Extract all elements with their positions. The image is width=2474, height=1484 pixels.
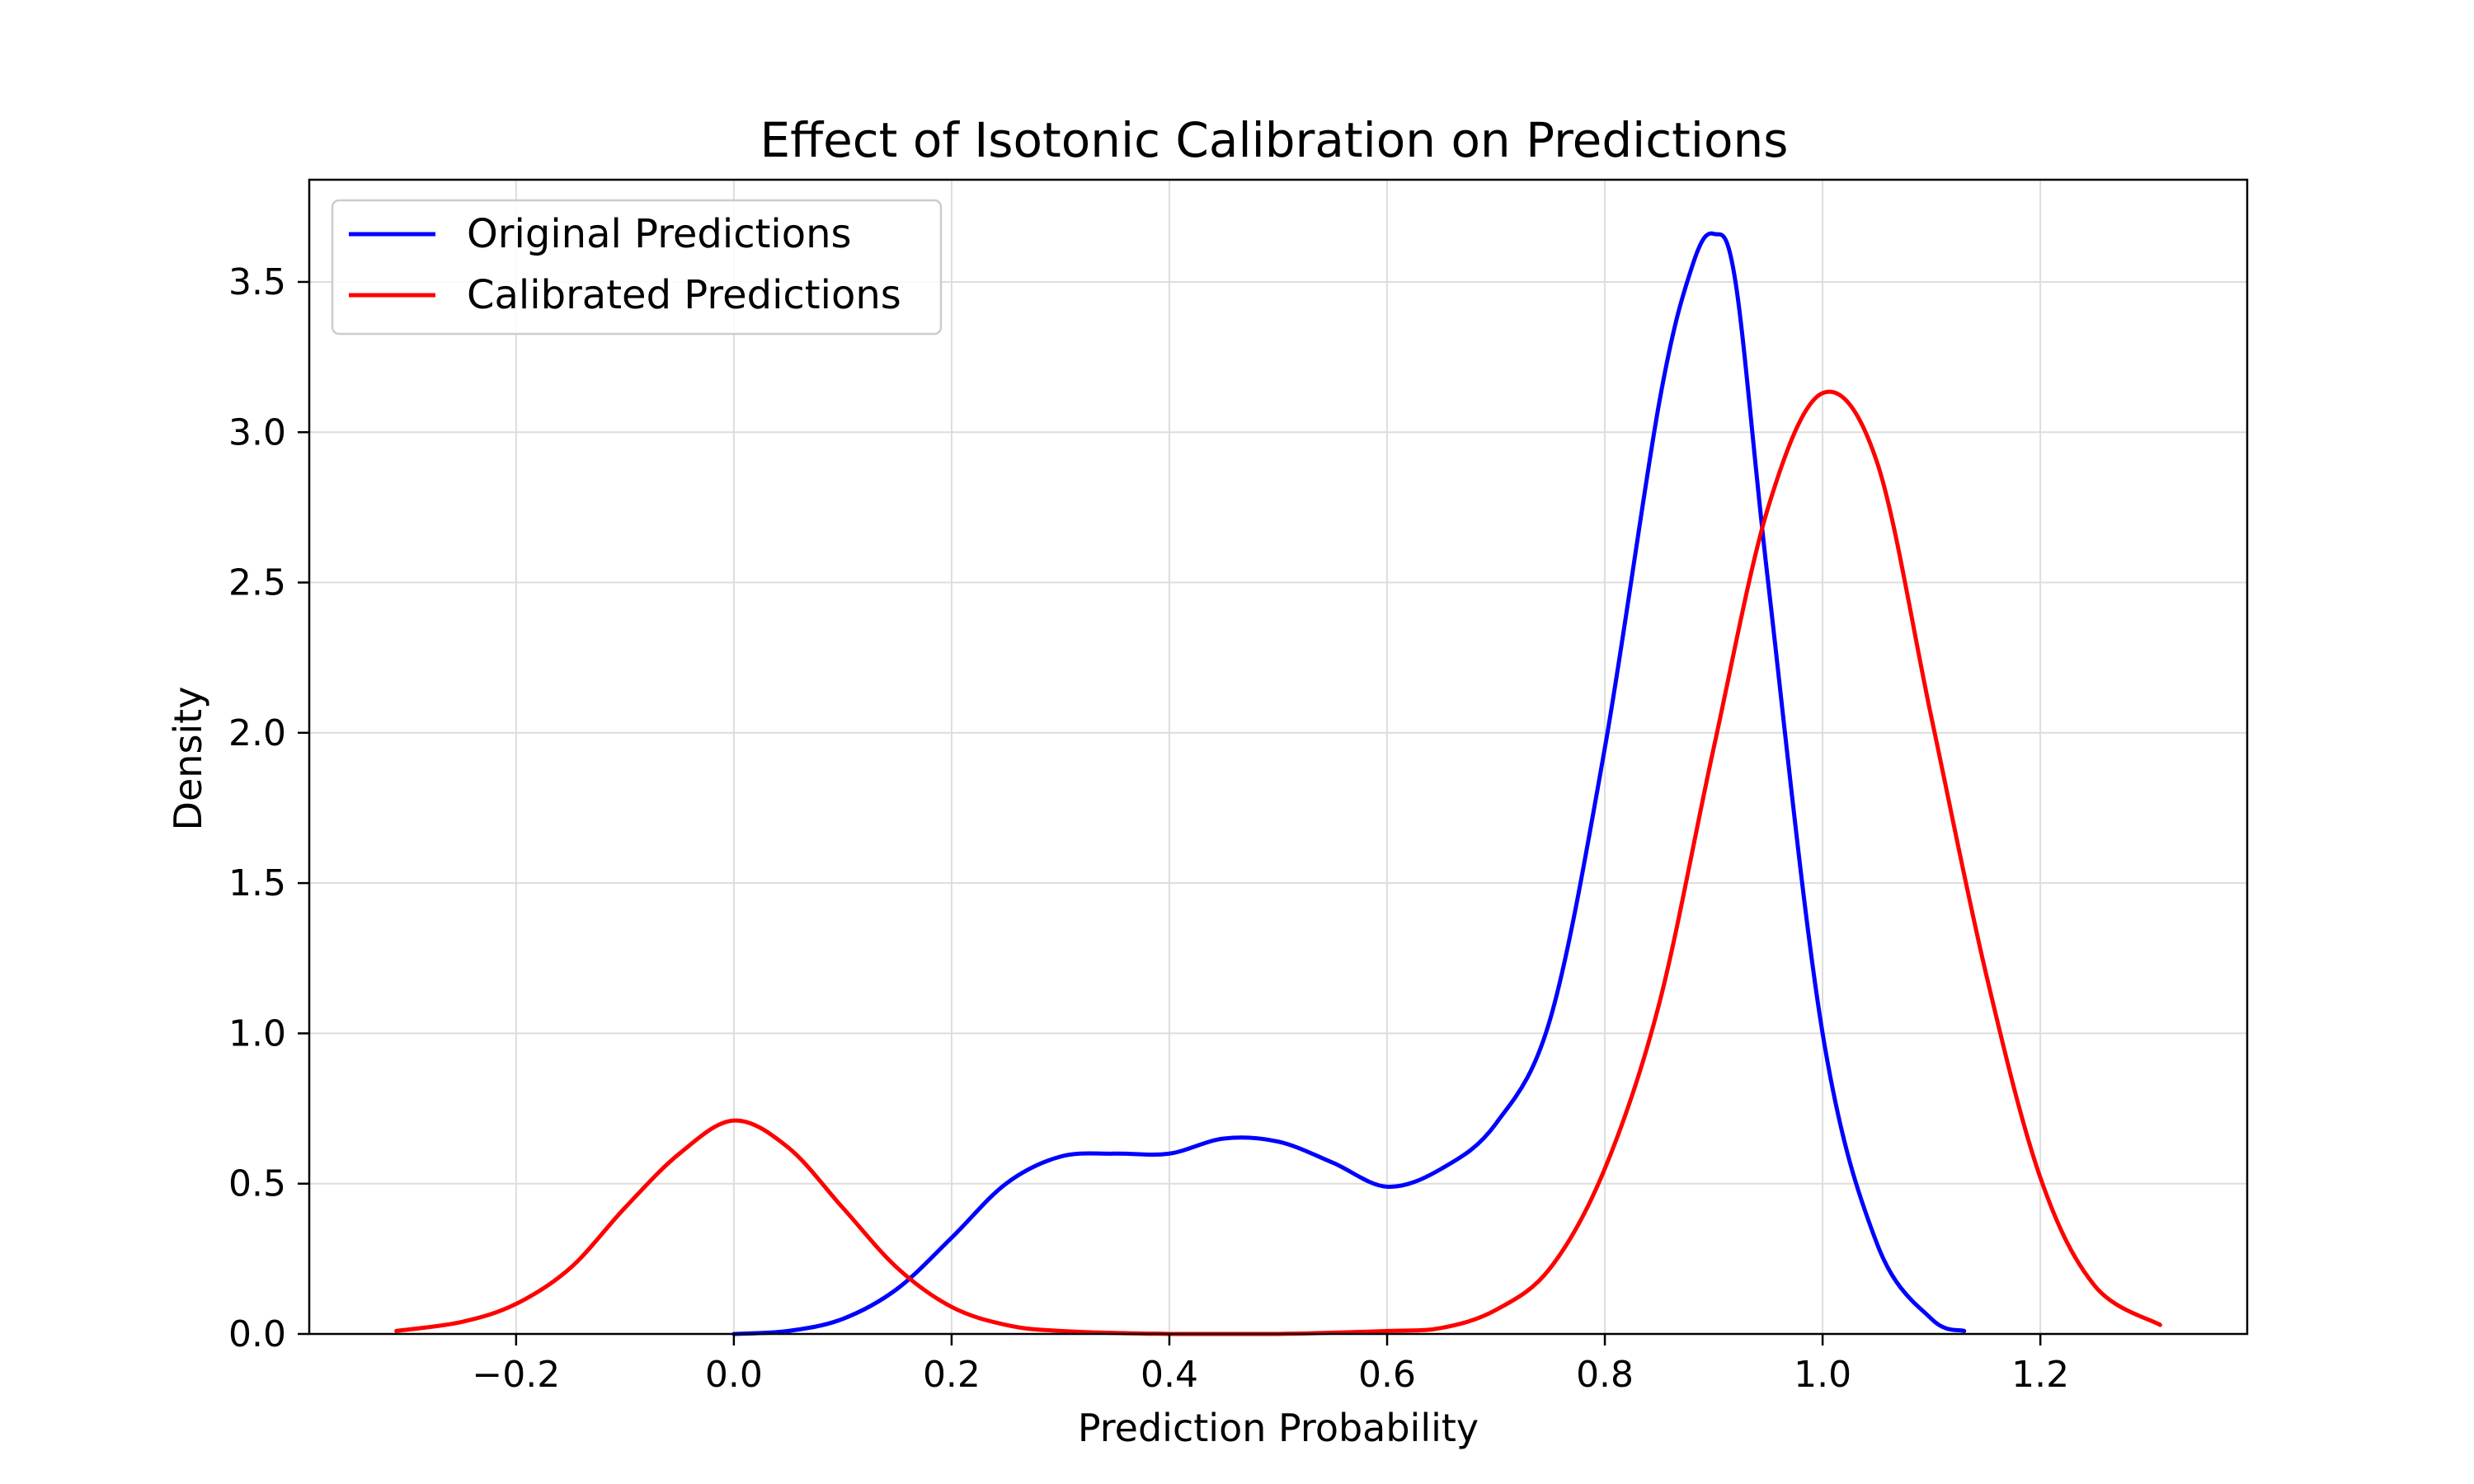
y-tick-label: 2.5 bbox=[228, 562, 286, 604]
plot-area bbox=[394, 231, 2162, 1336]
x-tick-label: 0.2 bbox=[923, 1354, 981, 1396]
x-tick-label: 0.0 bbox=[705, 1354, 763, 1396]
legend-label-original: Original Predictions bbox=[467, 211, 852, 257]
x-tick-label: 0.8 bbox=[1576, 1354, 1634, 1396]
y-tick-label: 2.0 bbox=[228, 712, 286, 754]
legend-label-calibrated: Calibrated Predictions bbox=[467, 272, 901, 318]
y-tick-label: 0.5 bbox=[228, 1163, 286, 1205]
x-tick-label: −0.2 bbox=[472, 1354, 560, 1396]
x-tick-label: 1.2 bbox=[2011, 1354, 2069, 1396]
plot-frame bbox=[308, 178, 2249, 1336]
y-tick-label: 3.0 bbox=[228, 411, 286, 453]
y-tick-label: 0.0 bbox=[228, 1313, 286, 1355]
y-axis: 0.0 0.5 1.0 1.5 2.0 2.5 3.0 3.5 bbox=[228, 261, 309, 1355]
y-axis-label: Density bbox=[166, 687, 210, 831]
x-axis: −0.2 0.0 0.2 0.4 0.6 0.8 1.0 1.2 bbox=[472, 1334, 2069, 1396]
y-tick-label: 1.5 bbox=[228, 862, 286, 904]
x-axis-label: Prediction Probability bbox=[1078, 1406, 1479, 1450]
y-tick-label: 3.5 bbox=[228, 261, 286, 303]
legend: Original Predictions Calibrated Predicti… bbox=[331, 199, 943, 336]
x-tick-label: 0.4 bbox=[1141, 1354, 1198, 1396]
series-line-calibrated bbox=[394, 389, 2162, 1336]
x-tick-label: 0.6 bbox=[1358, 1354, 1416, 1396]
x-tick-label: 1.0 bbox=[1794, 1354, 1851, 1396]
legend-box bbox=[331, 199, 943, 336]
y-tick-label: 1.0 bbox=[228, 1012, 286, 1054]
series-line-original bbox=[731, 231, 1967, 1336]
chart-title: Effect of Isotonic Calibration on Predic… bbox=[760, 112, 1789, 168]
